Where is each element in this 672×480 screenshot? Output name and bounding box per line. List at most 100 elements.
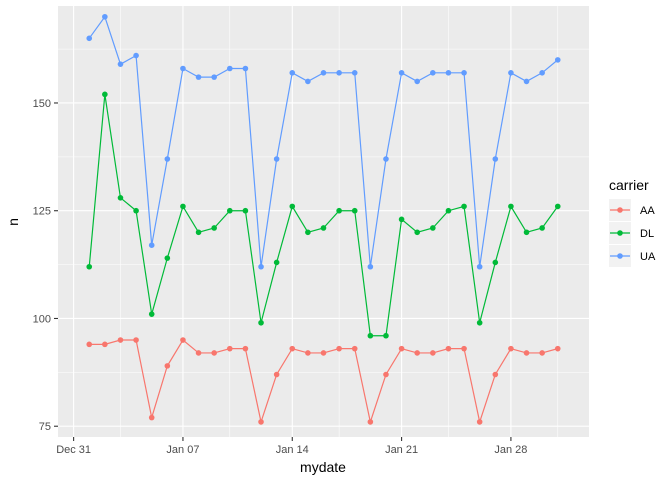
data-point-aa: [367, 419, 374, 425]
data-point-aa: [383, 371, 389, 378]
data-point-ua: [414, 78, 421, 85]
x-tick-label: Jan 07: [166, 444, 199, 456]
data-point-ua: [102, 13, 108, 20]
data-point-dl: [430, 225, 436, 231]
y-tick-label: 125: [33, 206, 51, 218]
data-point-aa: [102, 341, 108, 348]
data-point-dl: [258, 319, 264, 326]
data-point-dl: [289, 203, 296, 210]
data-point-aa: [133, 337, 139, 343]
x-tick-label: Jan 28: [494, 444, 527, 456]
legend-label-ua: UA: [640, 251, 656, 263]
data-point-ua: [461, 70, 467, 76]
data-point-ua: [180, 65, 186, 72]
y-tick-label: 100: [33, 313, 51, 325]
data-point-dl: [305, 229, 311, 236]
data-point-dl: [492, 259, 499, 266]
data-point-aa: [86, 341, 93, 348]
data-point-ua: [148, 242, 155, 249]
data-point-ua: [476, 263, 483, 270]
data-point-ua: [336, 70, 342, 76]
data-point-dl: [445, 207, 452, 214]
data-point-ua: [383, 156, 389, 162]
x-tick-label: Jan 21: [385, 444, 418, 456]
data-point-dl: [476, 319, 483, 326]
data-point-dl: [336, 207, 342, 214]
data-point-aa: [320, 350, 327, 356]
data-point-dl: [367, 332, 374, 339]
data-point-dl: [554, 203, 561, 210]
data-point-aa: [476, 419, 483, 425]
y-tick-label: 150: [33, 98, 51, 110]
data-point-ua: [539, 70, 545, 76]
data-point-aa: [117, 337, 124, 343]
data-point-dl: [148, 311, 155, 317]
data-point-dl: [414, 229, 421, 236]
data-point-aa: [258, 419, 264, 425]
data-point-ua: [305, 78, 311, 85]
data-point-ua: [367, 263, 374, 270]
data-point-dl: [133, 207, 139, 214]
x-tick-label: Dec 31: [56, 444, 91, 456]
data-point-aa: [242, 345, 249, 352]
data-point-dl: [242, 207, 249, 214]
series-dl: [86, 91, 561, 339]
data-point-dl: [320, 225, 327, 231]
y-axis: 75 100 125 150: [33, 98, 58, 433]
data-point-ua: [164, 156, 171, 162]
data-point-ua: [445, 70, 452, 76]
y-axis-title: n: [5, 218, 21, 226]
data-point-ua: [492, 156, 499, 162]
data-point-aa: [445, 345, 452, 352]
data-point-ua: [133, 52, 139, 59]
data-point-ua: [351, 70, 358, 76]
data-point-dl: [461, 203, 467, 210]
data-point-dl: [164, 255, 171, 261]
legend-title: carrier: [609, 177, 649, 193]
data-point-dl: [86, 263, 93, 270]
legend-key-point-dl: [617, 230, 623, 236]
data-point-ua: [211, 74, 217, 80]
grid-minor: [58, 6, 589, 437]
data-point-ua: [195, 74, 202, 80]
data-point-aa: [523, 350, 530, 356]
legend-label-aa: AA: [640, 205, 655, 217]
data-point-aa: [430, 350, 436, 356]
legend-key-point-ua: [617, 253, 623, 259]
data-point-dl: [195, 229, 202, 236]
y-tick-label: 75: [39, 421, 51, 433]
data-point-ua: [430, 70, 436, 76]
legend-key-point-aa: [617, 207, 623, 213]
data-point-dl: [180, 203, 186, 210]
data-point-aa: [336, 345, 342, 352]
series-aa: [86, 337, 561, 425]
x-axis: Dec 31 Jan 07 Jan 14 Jan 21 Jan 28: [56, 437, 527, 456]
data-point-ua: [320, 70, 327, 76]
data-point-aa: [148, 414, 155, 421]
data-point-dl: [508, 203, 514, 210]
data-point-ua: [398, 70, 405, 76]
data-point-ua: [117, 61, 124, 67]
data-point-ua: [508, 70, 514, 76]
data-point-ua: [289, 70, 296, 76]
data-point-aa: [539, 350, 545, 356]
data-point-aa: [461, 345, 467, 352]
grid-major: [58, 6, 589, 437]
data-point-dl: [117, 194, 124, 201]
data-point-aa: [351, 345, 358, 352]
data-point-aa: [305, 350, 311, 356]
data-point-aa: [492, 371, 499, 378]
data-point-aa: [289, 345, 296, 352]
series-ua: [86, 13, 561, 270]
data-point-aa: [195, 350, 202, 356]
data-point-dl: [539, 225, 545, 231]
data-point-dl: [102, 91, 108, 98]
data-point-aa: [226, 345, 233, 352]
data-point-ua: [242, 65, 249, 72]
legend-label-dl: DL: [640, 228, 654, 240]
data-point-aa: [554, 345, 561, 352]
data-point-aa: [398, 345, 405, 352]
data-point-dl: [398, 216, 405, 223]
legend: carrier AA DL UA: [609, 177, 656, 267]
